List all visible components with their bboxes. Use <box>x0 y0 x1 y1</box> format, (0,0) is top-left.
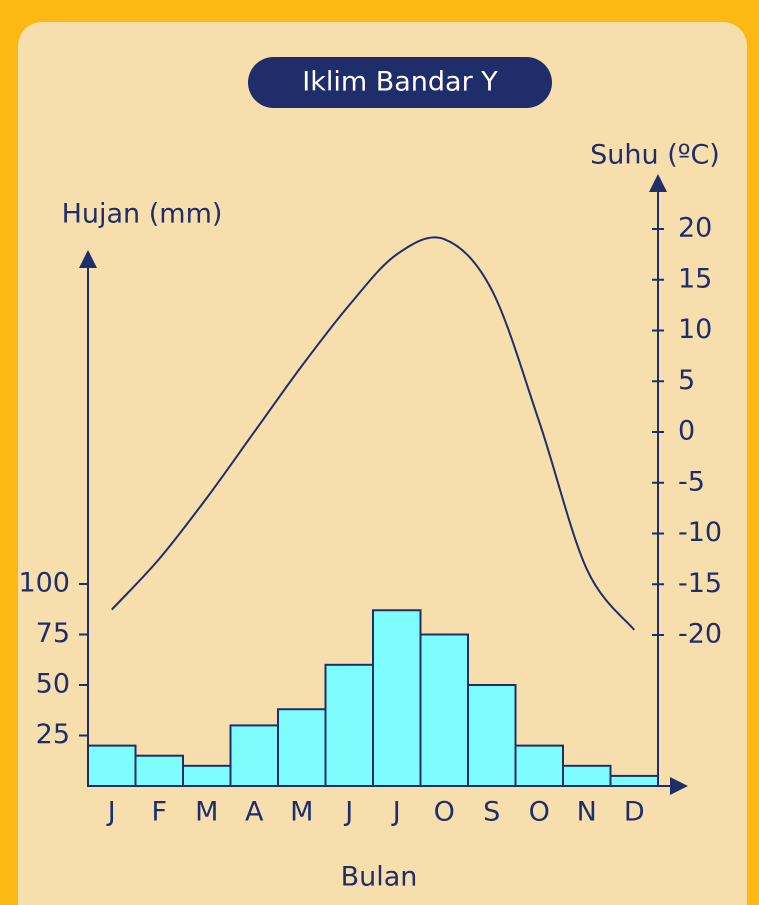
x-tick-label: J <box>343 797 353 828</box>
y2-tick-label: -20 <box>678 619 722 650</box>
temperature-line <box>111 236 636 631</box>
y2-tick-label: 20 <box>678 213 712 244</box>
card <box>18 22 747 905</box>
y2-axis-arrow <box>649 174 667 192</box>
y-tick-label: 25 <box>36 719 70 750</box>
y2-tick-label: -5 <box>678 466 705 497</box>
bar <box>182 764 232 787</box>
plot <box>87 236 659 788</box>
x-tick-label: O <box>434 797 455 828</box>
x-tick-label: D <box>624 797 645 828</box>
y-axis-label: Hujan (mm) <box>62 199 223 230</box>
title-pill <box>248 57 552 108</box>
y2-tick-label: -15 <box>678 568 722 599</box>
y-tick-label: 100 <box>18 568 70 599</box>
x-tick-label: A <box>245 797 264 828</box>
bar <box>87 744 137 787</box>
bar <box>419 633 469 787</box>
bar <box>277 708 327 787</box>
y2-tick-label: 15 <box>678 263 712 294</box>
bar <box>324 663 374 787</box>
y2-tick-label: 5 <box>678 365 695 396</box>
bar <box>609 774 659 788</box>
x-tick-label: F <box>151 797 167 828</box>
y2-tick-label: -10 <box>678 517 722 548</box>
x-tick-label: J <box>391 797 401 828</box>
y-axis-arrow <box>79 250 97 268</box>
y-tick-label: 75 <box>36 618 70 649</box>
bar <box>372 609 422 788</box>
y-tick-label: 50 <box>36 669 70 700</box>
x-tick-label: M <box>195 797 218 828</box>
x-axis-label: Bulan <box>341 862 418 893</box>
x-tick-label: N <box>577 797 597 828</box>
chart-title: Iklim Bandar Y <box>302 67 498 98</box>
bar <box>562 764 612 787</box>
y2-axis-label: Suhu (ºC) <box>590 140 720 171</box>
x-tick-label: S <box>483 797 500 828</box>
bar <box>467 684 517 787</box>
bar <box>514 744 564 787</box>
x-tick-label: J <box>106 797 116 828</box>
x-tick-label: M <box>290 797 313 828</box>
bar <box>134 754 184 788</box>
bar <box>229 724 279 788</box>
y2-tick-label: 0 <box>678 416 695 447</box>
y2-tick-label: 10 <box>678 314 712 345</box>
x-tick-label: O <box>529 797 550 828</box>
x-axis-arrow <box>670 777 688 795</box>
